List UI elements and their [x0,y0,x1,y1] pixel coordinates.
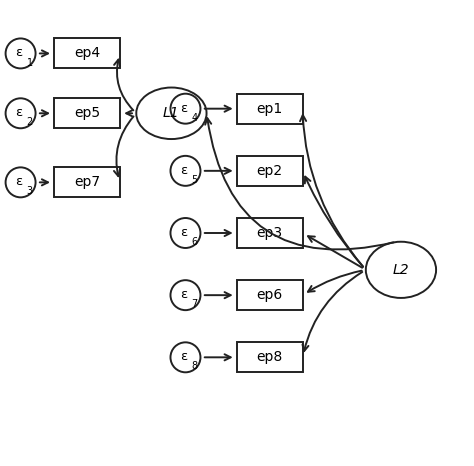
Text: 6: 6 [191,237,198,247]
Text: ε: ε [180,226,187,239]
Text: ep2: ep2 [257,164,283,178]
Ellipse shape [6,167,36,197]
Text: ε: ε [180,350,187,363]
Text: L2: L2 [392,263,409,277]
Text: ε: ε [180,288,187,301]
Text: ep6: ep6 [256,288,283,302]
Text: ep8: ep8 [256,350,283,364]
Ellipse shape [171,343,201,372]
Ellipse shape [366,242,436,298]
FancyBboxPatch shape [55,167,120,197]
Text: ep1: ep1 [256,102,283,116]
Ellipse shape [6,98,36,128]
Text: 2: 2 [27,117,33,127]
Text: L1: L1 [163,106,180,120]
Text: ε: ε [180,102,187,115]
FancyBboxPatch shape [237,156,302,186]
FancyBboxPatch shape [237,280,302,310]
FancyBboxPatch shape [55,39,120,69]
Text: 3: 3 [27,186,33,197]
Text: 1: 1 [27,58,33,68]
Text: ep3: ep3 [257,226,283,240]
FancyBboxPatch shape [237,218,302,248]
FancyBboxPatch shape [55,98,120,128]
Ellipse shape [137,88,207,139]
FancyBboxPatch shape [237,343,302,372]
Text: ep5: ep5 [74,106,100,120]
Text: ε: ε [15,106,22,119]
Text: ε: ε [15,175,22,188]
Text: 4: 4 [191,113,198,123]
FancyBboxPatch shape [237,94,302,123]
Text: ε: ε [180,164,187,177]
Ellipse shape [171,156,201,186]
Text: ep4: ep4 [74,47,100,61]
Text: 7: 7 [191,299,198,309]
Ellipse shape [6,38,36,69]
Text: ep7: ep7 [74,175,100,189]
Ellipse shape [171,280,201,310]
Ellipse shape [171,94,201,123]
Text: 5: 5 [191,175,198,185]
Ellipse shape [171,218,201,248]
Text: 8: 8 [191,362,198,371]
Text: ε: ε [15,47,22,60]
